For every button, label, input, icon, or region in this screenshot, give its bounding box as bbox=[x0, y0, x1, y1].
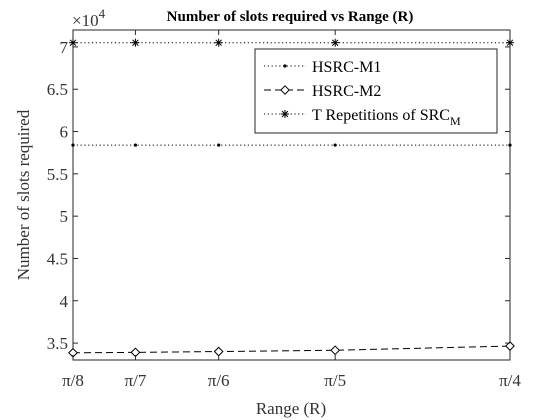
y-axis-title: Number of slots required bbox=[14, 109, 33, 280]
y-exponent-power: 4 bbox=[99, 6, 106, 21]
legend-marker bbox=[283, 64, 287, 68]
legend-label: HSRC-M1 bbox=[312, 59, 381, 76]
legend-entry: T Repetitions of SRCM bbox=[264, 107, 461, 128]
legend-entry: HSRC-M2 bbox=[264, 83, 381, 100]
y-axis: 3.5 4 4.5 5 5.5 6 6.5 7 bbox=[47, 38, 510, 353]
y-tick-label: 7 bbox=[60, 38, 69, 57]
x-tick-label: π/5 bbox=[324, 371, 346, 390]
series-1 bbox=[71, 143, 512, 147]
x-axis-title: Range (R) bbox=[256, 399, 326, 418]
y-tick-label: 4.5 bbox=[47, 249, 68, 268]
data-point bbox=[69, 38, 77, 47]
y-exponent-label: ×104 bbox=[72, 6, 106, 30]
legend-box bbox=[254, 48, 498, 134]
data-point bbox=[331, 38, 340, 47]
legend-entry: HSRC-M1 bbox=[264, 59, 381, 76]
x-tick-label: π/7 bbox=[125, 371, 147, 390]
y-tick-label: 6 bbox=[60, 123, 69, 142]
data-point bbox=[333, 143, 337, 147]
data-point bbox=[330, 345, 341, 356]
data-point bbox=[508, 143, 512, 147]
x-tick-label: π/6 bbox=[208, 371, 230, 390]
y-tick-label: 5.5 bbox=[47, 165, 68, 184]
legend: HSRC-M1 HSRC-M2 T Repetitions of SRCM bbox=[254, 48, 498, 134]
y-tick-label: 3.5 bbox=[47, 334, 68, 353]
x-axis: π/8 π/7 π/6 π/5 π/4 bbox=[62, 30, 521, 390]
data-point bbox=[505, 341, 515, 351]
y-tick-label: 6.5 bbox=[47, 80, 68, 99]
y-tick-label: 4 bbox=[60, 292, 69, 311]
x-tick-label: π/8 bbox=[62, 371, 84, 390]
legend-label: T Repetitions of SRCM bbox=[312, 107, 461, 128]
data-point bbox=[217, 143, 221, 147]
x-tick-label: π/4 bbox=[499, 371, 521, 390]
legend-marker bbox=[281, 110, 289, 118]
series-layer bbox=[68, 38, 515, 358]
series-2 bbox=[68, 341, 515, 358]
series-3 bbox=[69, 38, 514, 47]
legend-marker bbox=[280, 85, 290, 95]
data-point bbox=[71, 143, 75, 147]
data-point bbox=[506, 38, 514, 47]
y-exponent-base: ×10 bbox=[72, 11, 99, 30]
data-point bbox=[214, 38, 223, 47]
chart-title: Number of slots required vs Range (R) bbox=[167, 9, 414, 25]
y-tick-label: 5 bbox=[60, 207, 69, 226]
data-point bbox=[133, 143, 138, 147]
legend-label: HSRC-M2 bbox=[312, 83, 381, 100]
data-point bbox=[131, 38, 140, 47]
